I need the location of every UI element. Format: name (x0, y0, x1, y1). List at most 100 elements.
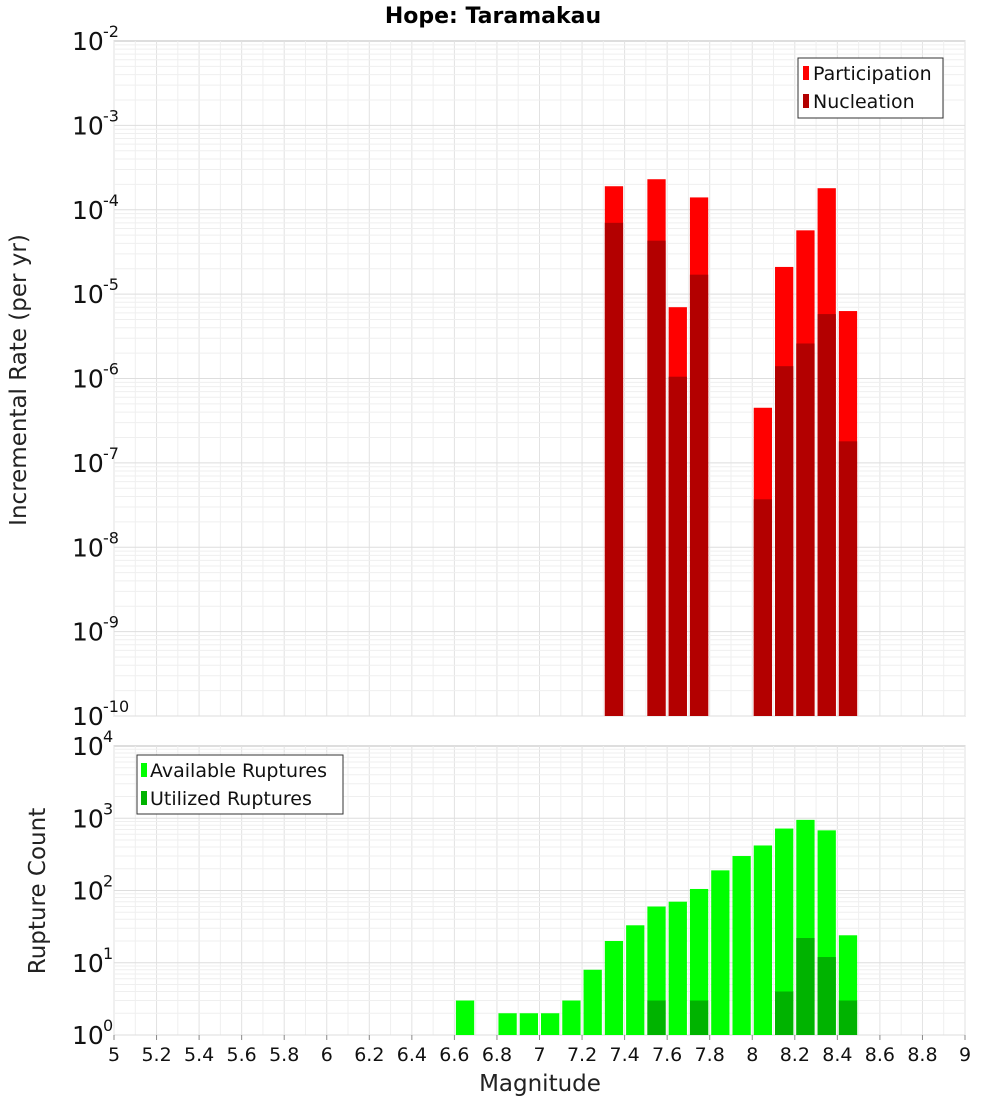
bar-available-ruptures (711, 870, 730, 1035)
bar-available-ruptures (562, 1000, 581, 1035)
bar-available-ruptures (689, 888, 709, 1035)
legend-label-participation: Participation (813, 63, 932, 85)
top-grid (113, 41, 966, 717)
bottom-y-axis-label: Rupture Count (25, 808, 51, 974)
top-y-tick-base: 10 (72, 196, 104, 225)
bar-available-ruptures (626, 925, 645, 1035)
top-y-tick-exp: -6 (103, 360, 119, 379)
bar-available-ruptures (583, 969, 602, 1035)
bottom-y-tick: 10 0 (72, 1016, 113, 1050)
bottom-y-tick: 10 4 (72, 727, 113, 761)
bottom-y-tick: 10 1 (72, 944, 113, 978)
bar-available-ruptures (732, 856, 751, 1035)
bar-available-ruptures (668, 901, 687, 1035)
bar-utilized-ruptures (817, 957, 836, 1035)
x-tick-label: 5.4 (184, 1044, 214, 1066)
x-tick-label: 9 (959, 1044, 971, 1066)
x-tick-label: 6.6 (439, 1044, 469, 1066)
bar-available-ruptures (775, 828, 794, 1035)
top-y-tick: 10 -8 (72, 528, 119, 562)
x-tick-label: 7.6 (652, 1044, 682, 1066)
bar-nucleation (668, 376, 687, 716)
bar-utilized-ruptures (647, 1000, 666, 1035)
bar-nucleation (838, 441, 858, 716)
legend-label-available: Available Ruptures (150, 760, 327, 782)
bottom-legend: Available Ruptures Utilized Ruptures (136, 754, 344, 815)
top-y-tick-base: 10 (72, 280, 104, 309)
x-tick-label: 7.2 (567, 1044, 597, 1066)
bar-nucleation (775, 366, 794, 716)
bar-available-ruptures (604, 941, 624, 1035)
x-axis-label: Magnitude (479, 1071, 601, 1097)
bottom-legend-box (136, 754, 344, 815)
top-y-tick-exp: -8 (103, 528, 119, 547)
bottom-y-tick-exp: 1 (103, 944, 113, 963)
x-tick-label: 7.8 (695, 1044, 725, 1066)
bar-utilized-ruptures (689, 1000, 709, 1035)
bar-utilized-ruptures (838, 1000, 858, 1035)
x-ticks: 5 5.2 5.4 5.6 5.8 6 6.2 6.4 6.6 6.8 7 7.2 7.4 7.6 7.8 8… (108, 1035, 971, 1066)
bottom-y-tick-exp: 3 (103, 799, 113, 818)
bottom-y-tick-exp: 4 (103, 727, 113, 746)
legend-swatch-nucleation (803, 94, 809, 108)
x-tick-label: 6.4 (397, 1044, 427, 1066)
top-y-tick: 10 -6 (72, 360, 119, 394)
x-tick-label: 5.6 (227, 1044, 257, 1066)
top-y-tick: 10 -7 (72, 444, 119, 478)
bottom-y-tick-base: 10 (72, 1021, 104, 1050)
bottom-y-tick-base: 10 (72, 949, 104, 978)
x-tick-label: 5 (108, 1044, 120, 1066)
x-tick-label: 6.2 (354, 1044, 384, 1066)
chart-title: Hope: Taramakau (385, 4, 601, 29)
top-y-tick-base: 10 (72, 702, 104, 731)
x-tick-label: 8.6 (865, 1044, 895, 1066)
top-bars (604, 179, 858, 717)
top-legend: Participation Nucleation (797, 57, 944, 119)
bottom-y-tick-exp: 0 (103, 1016, 113, 1035)
bar-available-ruptures (498, 1013, 517, 1035)
top-y-tick: 10 -10 (72, 697, 129, 731)
top-y-tick-exp: -3 (103, 106, 119, 125)
top-y-tick-exp: -7 (103, 444, 119, 463)
x-tick-label: 8.2 (780, 1044, 810, 1066)
bar-utilized-ruptures (775, 991, 794, 1035)
legend-swatch-participation (803, 66, 809, 80)
top-y-tick-exp: -2 (103, 22, 119, 41)
x-tick-label: 5.2 (141, 1044, 171, 1066)
bar-utilized-ruptures (796, 938, 815, 1035)
top-y-tick-base: 10 (72, 365, 104, 394)
top-y-axis-label: Incremental Rate (per yr) (6, 234, 32, 526)
bar-available-ruptures (519, 1013, 538, 1035)
bottom-y-tick-exp: 2 (103, 872, 113, 891)
bar-nucleation (604, 222, 624, 716)
top-y-tick: 10 -9 (72, 613, 119, 647)
x-tick-label: 5.8 (269, 1044, 299, 1066)
top-y-tick-base: 10 (72, 533, 104, 562)
x-tick-label: 6 (321, 1044, 333, 1066)
top-y-tick-exp: -10 (103, 697, 129, 716)
top-y-tick-exp: -9 (103, 613, 119, 632)
top-y-tick: 10 -4 (72, 191, 119, 225)
x-tick-label: 6.8 (482, 1044, 512, 1066)
x-tick-label: 7 (533, 1044, 545, 1066)
top-y-tick-exp: -5 (103, 275, 119, 294)
top-y-tick: 10 -2 (72, 22, 119, 56)
legend-label-utilized: Utilized Ruptures (150, 788, 312, 810)
bar-available-ruptures (753, 845, 773, 1035)
top-y-tick: 10 -5 (72, 275, 119, 309)
legend-swatch-utilized (141, 791, 147, 805)
bar-nucleation (689, 274, 709, 716)
bar-nucleation (753, 499, 773, 716)
legend-swatch-available (141, 763, 147, 777)
bottom-y-tick: 10 2 (72, 872, 113, 906)
x-tick-label: 8.4 (822, 1044, 852, 1066)
bottom-bars (455, 819, 858, 1035)
bar-nucleation (796, 343, 815, 716)
legend-label-nucleation: Nucleation (813, 91, 915, 113)
top-y-tick-base: 10 (72, 618, 104, 647)
